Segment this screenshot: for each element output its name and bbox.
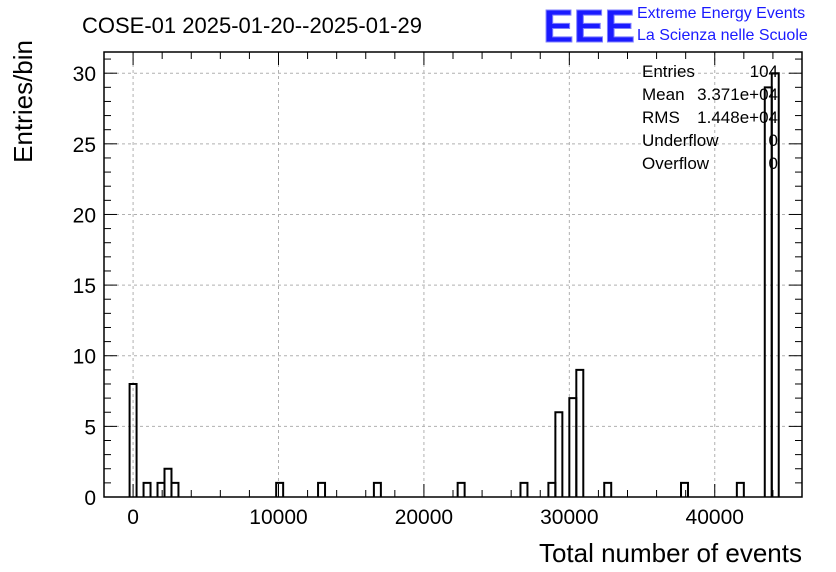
y-tick-label: 10 — [73, 346, 96, 369]
histogram-bar — [170, 481, 180, 497]
tick-labels: 0 10000 20000 30000 40000 0 5 10 15 20 25 30 — [73, 63, 744, 529]
axis-ticks — [104, 52, 803, 498]
x-tick-label: 10000 — [249, 506, 307, 529]
stats-value: 0 — [769, 131, 778, 150]
y-tick-label: 0 — [84, 487, 96, 510]
y-axis-label: Entries/bin — [8, 40, 38, 163]
x-tick-label: 30000 — [540, 506, 598, 529]
histogram-bar — [163, 467, 173, 497]
stats-label: Mean — [642, 85, 685, 104]
stats-value: 1.448e+04 — [697, 108, 778, 127]
stats-label: RMS — [642, 108, 680, 127]
histogram-bar — [735, 481, 745, 497]
histogram-bar — [317, 481, 327, 497]
stats-value: 104 — [750, 62, 778, 81]
eee-logo: EEE Extreme Energy Events La Scienza nel… — [543, 0, 808, 53]
histogram-bar — [456, 481, 466, 497]
histogram-bar — [603, 481, 613, 497]
logo-line1: Extreme Energy Events — [637, 5, 805, 22]
x-tick-label: 40000 — [686, 506, 744, 529]
stats-label: Underflow — [642, 131, 719, 150]
grid-lines — [104, 52, 802, 498]
histogram-bar — [519, 481, 529, 497]
histogram-bar — [372, 481, 382, 497]
stats-label: Entries — [642, 62, 695, 81]
histogram-bar — [568, 397, 578, 497]
y-tick-label: 30 — [73, 63, 96, 86]
histogram-bar — [770, 72, 780, 497]
histogram-bar — [142, 481, 152, 497]
stats-value: 0 — [769, 154, 778, 173]
stats-value: 3.371e+04 — [697, 85, 778, 104]
histogram-bar — [554, 411, 564, 497]
logo-line2: La Scienza nelle Scuole — [637, 27, 808, 44]
y-tick-label: 20 — [73, 204, 96, 227]
x-tick-label: 20000 — [395, 506, 453, 529]
histogram-bar — [680, 481, 689, 497]
y-tick-label: 25 — [73, 134, 96, 157]
histogram-bar — [156, 481, 166, 497]
chart-title: COSE-01 2025-01-20--2025-01-29 — [82, 13, 422, 38]
histogram-bar — [547, 481, 557, 497]
y-tick-label: 15 — [73, 275, 96, 298]
stats-label: Overflow — [642, 154, 710, 173]
eee-logo-mark: EEE — [543, 0, 635, 52]
histogram-bar — [128, 382, 138, 497]
histogram-bars — [128, 72, 780, 497]
y-tick-label: 5 — [84, 416, 96, 439]
histogram-bar — [275, 481, 285, 497]
x-axis-label: Total number of events — [539, 538, 802, 568]
x-tick-label: 0 — [127, 506, 139, 529]
stats-box: Entries 104 Mean 3.371e+04 RMS 1.448e+04 Under… — [642, 62, 778, 173]
histogram-bar — [575, 368, 585, 497]
